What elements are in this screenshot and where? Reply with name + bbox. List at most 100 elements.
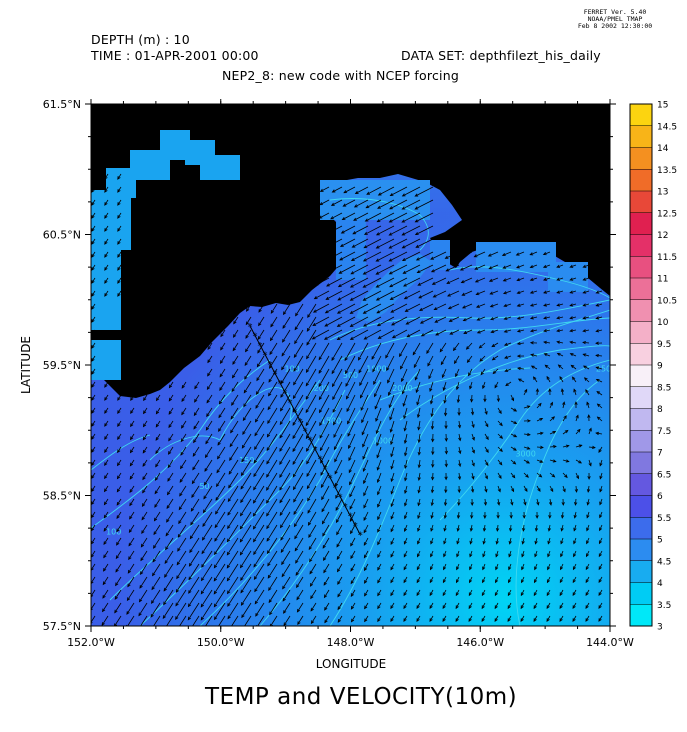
- velocity-arrowhead: [377, 554, 381, 559]
- velocity-arrow: [549, 445, 557, 448]
- velocity-arrow: [207, 368, 213, 377]
- velocity-arrowhead: [305, 382, 309, 387]
- velocity-arrow: [181, 381, 187, 389]
- velocity-arrow: [104, 277, 109, 284]
- velocity-arrow: [481, 615, 486, 622]
- velocity-arrowhead: [552, 431, 557, 435]
- velocity-arrowhead: [292, 395, 297, 400]
- velocity-arrowhead: [279, 474, 283, 478]
- colorbar: 1514.51413.51312.51211.51110.5109.598.58…: [629, 101, 677, 633]
- velocity-arrow: [340, 238, 356, 247]
- velocity-arrow: [597, 403, 603, 409]
- colorbar-bin: [630, 212, 652, 235]
- velocity-arrow: [533, 602, 538, 609]
- velocity-arrow: [189, 550, 200, 567]
- axes: 152.0°W 150.0°W 148.0°W 146.0°W 144.0°W57.5°…: [43, 98, 634, 649]
- velocity-arrowhead: [336, 310, 341, 314]
- velocity-arrow: [378, 329, 395, 339]
- velocity-arrow: [321, 498, 330, 512]
- velocity-arrowhead: [574, 502, 578, 506]
- velocity-arrow: [355, 186, 369, 194]
- velocity-arrowhead: [417, 527, 421, 532]
- velocity-arrow: [596, 251, 603, 255]
- velocity-arrowhead: [362, 284, 367, 288]
- velocity-arrowhead: [504, 368, 509, 372]
- velocity-arrowhead: [388, 219, 393, 223]
- velocity-arrowhead: [432, 294, 437, 298]
- velocity-arrowhead: [293, 354, 298, 359]
- velocity-arrowhead: [254, 600, 258, 605]
- velocity-arrow: [279, 498, 291, 516]
- velocity-arrowhead: [102, 594, 106, 599]
- velocity-arrow: [336, 537, 343, 548]
- velocity-arrowhead: [553, 444, 557, 449]
- velocity-arrow: [389, 212, 408, 223]
- velocity-arrow: [117, 173, 122, 180]
- velocity-arrowhead: [447, 306, 452, 310]
- velocity-arrowhead: [363, 517, 367, 521]
- velocity-arrow: [417, 498, 421, 506]
- velocity-arrow: [492, 355, 499, 361]
- velocity-arrowhead: [533, 592, 537, 597]
- velocity-arrowhead: [429, 566, 434, 571]
- velocity-arrowhead: [253, 459, 257, 464]
- velocity-arrow: [324, 329, 343, 340]
- velocity-arrowhead: [469, 527, 474, 532]
- velocity-arrowhead: [269, 337, 274, 342]
- velocity-arrow: [547, 563, 551, 570]
- contour-label: 2000: [392, 384, 412, 393]
- velocity-arrow: [116, 537, 122, 546]
- velocity-arrow: [477, 329, 486, 334]
- velocity-arrow: [191, 485, 200, 498]
- velocity-arrow: [104, 290, 109, 297]
- velocity-arrow: [350, 277, 369, 288]
- velocity-arrowhead: [153, 545, 157, 549]
- velocity-arrowhead: [453, 360, 458, 365]
- velocity-arrow: [573, 537, 577, 544]
- velocity-arrowhead: [598, 553, 602, 558]
- velocity-arrowhead: [255, 405, 259, 409]
- velocity-arrowhead: [324, 606, 328, 611]
- velocity-arrowhead: [455, 618, 459, 623]
- velocity-arrow: [549, 472, 555, 478]
- velocity-arrow: [117, 394, 122, 401]
- velocity-arrow: [350, 524, 356, 534]
- velocity-arrowhead: [154, 490, 158, 495]
- velocity-arrow: [454, 355, 460, 364]
- colorbar-label: 14: [657, 144, 669, 154]
- velocity-arrow: [387, 368, 395, 383]
- velocity-arrow: [476, 290, 486, 295]
- velocity-arrow: [319, 212, 330, 219]
- velocity-arrow: [345, 355, 356, 374]
- velocity-arrow: [536, 388, 538, 396]
- velocity-arrow: [227, 576, 239, 594]
- velocity-arrow: [267, 563, 278, 579]
- velocity-arrow: [216, 472, 226, 487]
- velocity-arrow: [320, 472, 330, 488]
- velocity-arrow: [189, 524, 200, 539]
- velocity-arrowhead: [573, 540, 577, 545]
- velocity-arrow: [226, 563, 239, 581]
- velocity-arrow: [517, 367, 525, 370]
- velocity-arrowhead: [91, 228, 95, 232]
- velocity-arrowhead: [481, 592, 485, 597]
- velocity-arrowhead: [215, 629, 218, 632]
- velocity-arrowhead: [244, 375, 248, 380]
- velocity-arrow: [495, 563, 499, 570]
- velocity-arrow: [305, 381, 317, 400]
- velocity-arrowhead: [91, 580, 94, 584]
- velocity-arrowhead: [337, 283, 342, 288]
- velocity-arrowhead: [314, 282, 319, 286]
- velocity-arrow: [504, 303, 512, 307]
- velocity-arrow: [181, 420, 187, 429]
- velocity-arrow: [484, 446, 489, 453]
- velocity-arrowhead: [154, 504, 158, 508]
- velocity-arrow: [482, 550, 486, 557]
- velocity-arrow: [517, 342, 525, 345]
- velocity-arrowhead: [559, 618, 563, 622]
- velocity-arrow: [440, 355, 447, 365]
- velocity-arrow: [516, 251, 525, 256]
- velocity-arrow: [240, 576, 252, 593]
- velocity-arrow: [497, 472, 502, 479]
- velocity-arrow: [510, 394, 514, 401]
